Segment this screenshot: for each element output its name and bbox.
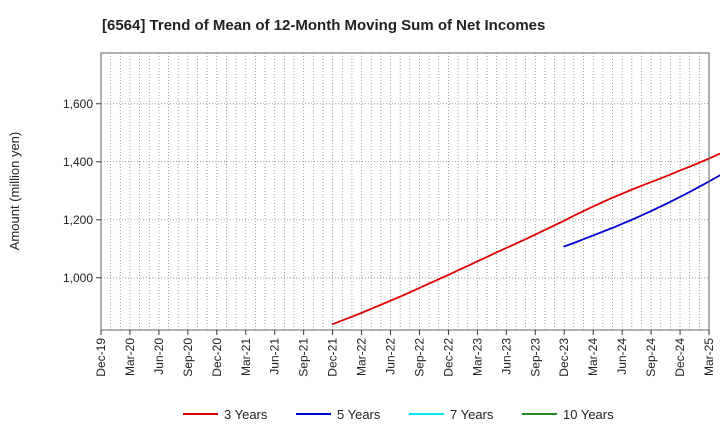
x-tick-label: Dec-19: [94, 338, 108, 377]
y-tick-label: 1,600: [63, 97, 93, 111]
x-tick-label: Sep-22: [412, 338, 426, 377]
grid-lines: [101, 53, 709, 330]
x-axis-ticks: Dec-19 Mar-20 Jun-20 Sep-20 Dec-20 Mar-21 Jun-…: [94, 330, 716, 377]
series-line-3-years: [331, 152, 720, 326]
x-tick-label: Mar-23: [470, 338, 484, 376]
x-tick-label: Sep-20: [181, 338, 195, 377]
legend-label: 10 Years: [563, 407, 614, 422]
x-tick-label: Sep-23: [528, 338, 542, 377]
x-tick-label: Mar-25: [702, 338, 716, 376]
x-tick-label: Dec-24: [673, 338, 687, 377]
x-tick-label: Dec-22: [441, 338, 455, 377]
x-tick-label: Jun-24: [615, 338, 629, 375]
y-tick-label: 1,400: [63, 155, 93, 169]
plot-area-frame: [100, 52, 710, 331]
x-tick-label: Mar-22: [355, 338, 369, 376]
legend-label: 7 Years: [450, 407, 494, 422]
x-tick-label: Jun-21: [268, 338, 282, 375]
x-tick-label: Sep-24: [644, 338, 658, 377]
x-tick-label: Dec-20: [210, 338, 224, 377]
x-tick-label: Dec-23: [557, 338, 571, 377]
chart-title: [6564] Trend of Mean of 12-Month Moving …: [102, 17, 545, 34]
y-axis-label: Amount (million yen): [7, 132, 22, 251]
x-tick-label: Mar-21: [239, 338, 253, 376]
legend-label: 3 Years: [224, 407, 268, 422]
y-tick-label: 1,200: [63, 213, 93, 227]
legend-label: 5 Years: [337, 407, 381, 422]
x-tick-label: Mar-24: [586, 338, 600, 376]
y-tick-label: 1,000: [63, 271, 93, 285]
y-axis-ticks: 1,000 1,200 1,400 1,600: [63, 97, 101, 285]
legend: 3 Years 5 Years 7 Years 10 Years: [183, 407, 614, 422]
x-tick-label: Sep-21: [297, 338, 311, 377]
series-lines: [331, 152, 720, 326]
x-tick-label: Jun-23: [499, 338, 513, 375]
x-tick-label: Mar-20: [123, 338, 137, 376]
series-line-5-years: [563, 174, 720, 248]
x-tick-label: Dec-21: [326, 338, 340, 377]
x-tick-label: Jun-22: [384, 338, 398, 375]
x-tick-label: Jun-20: [152, 338, 166, 375]
